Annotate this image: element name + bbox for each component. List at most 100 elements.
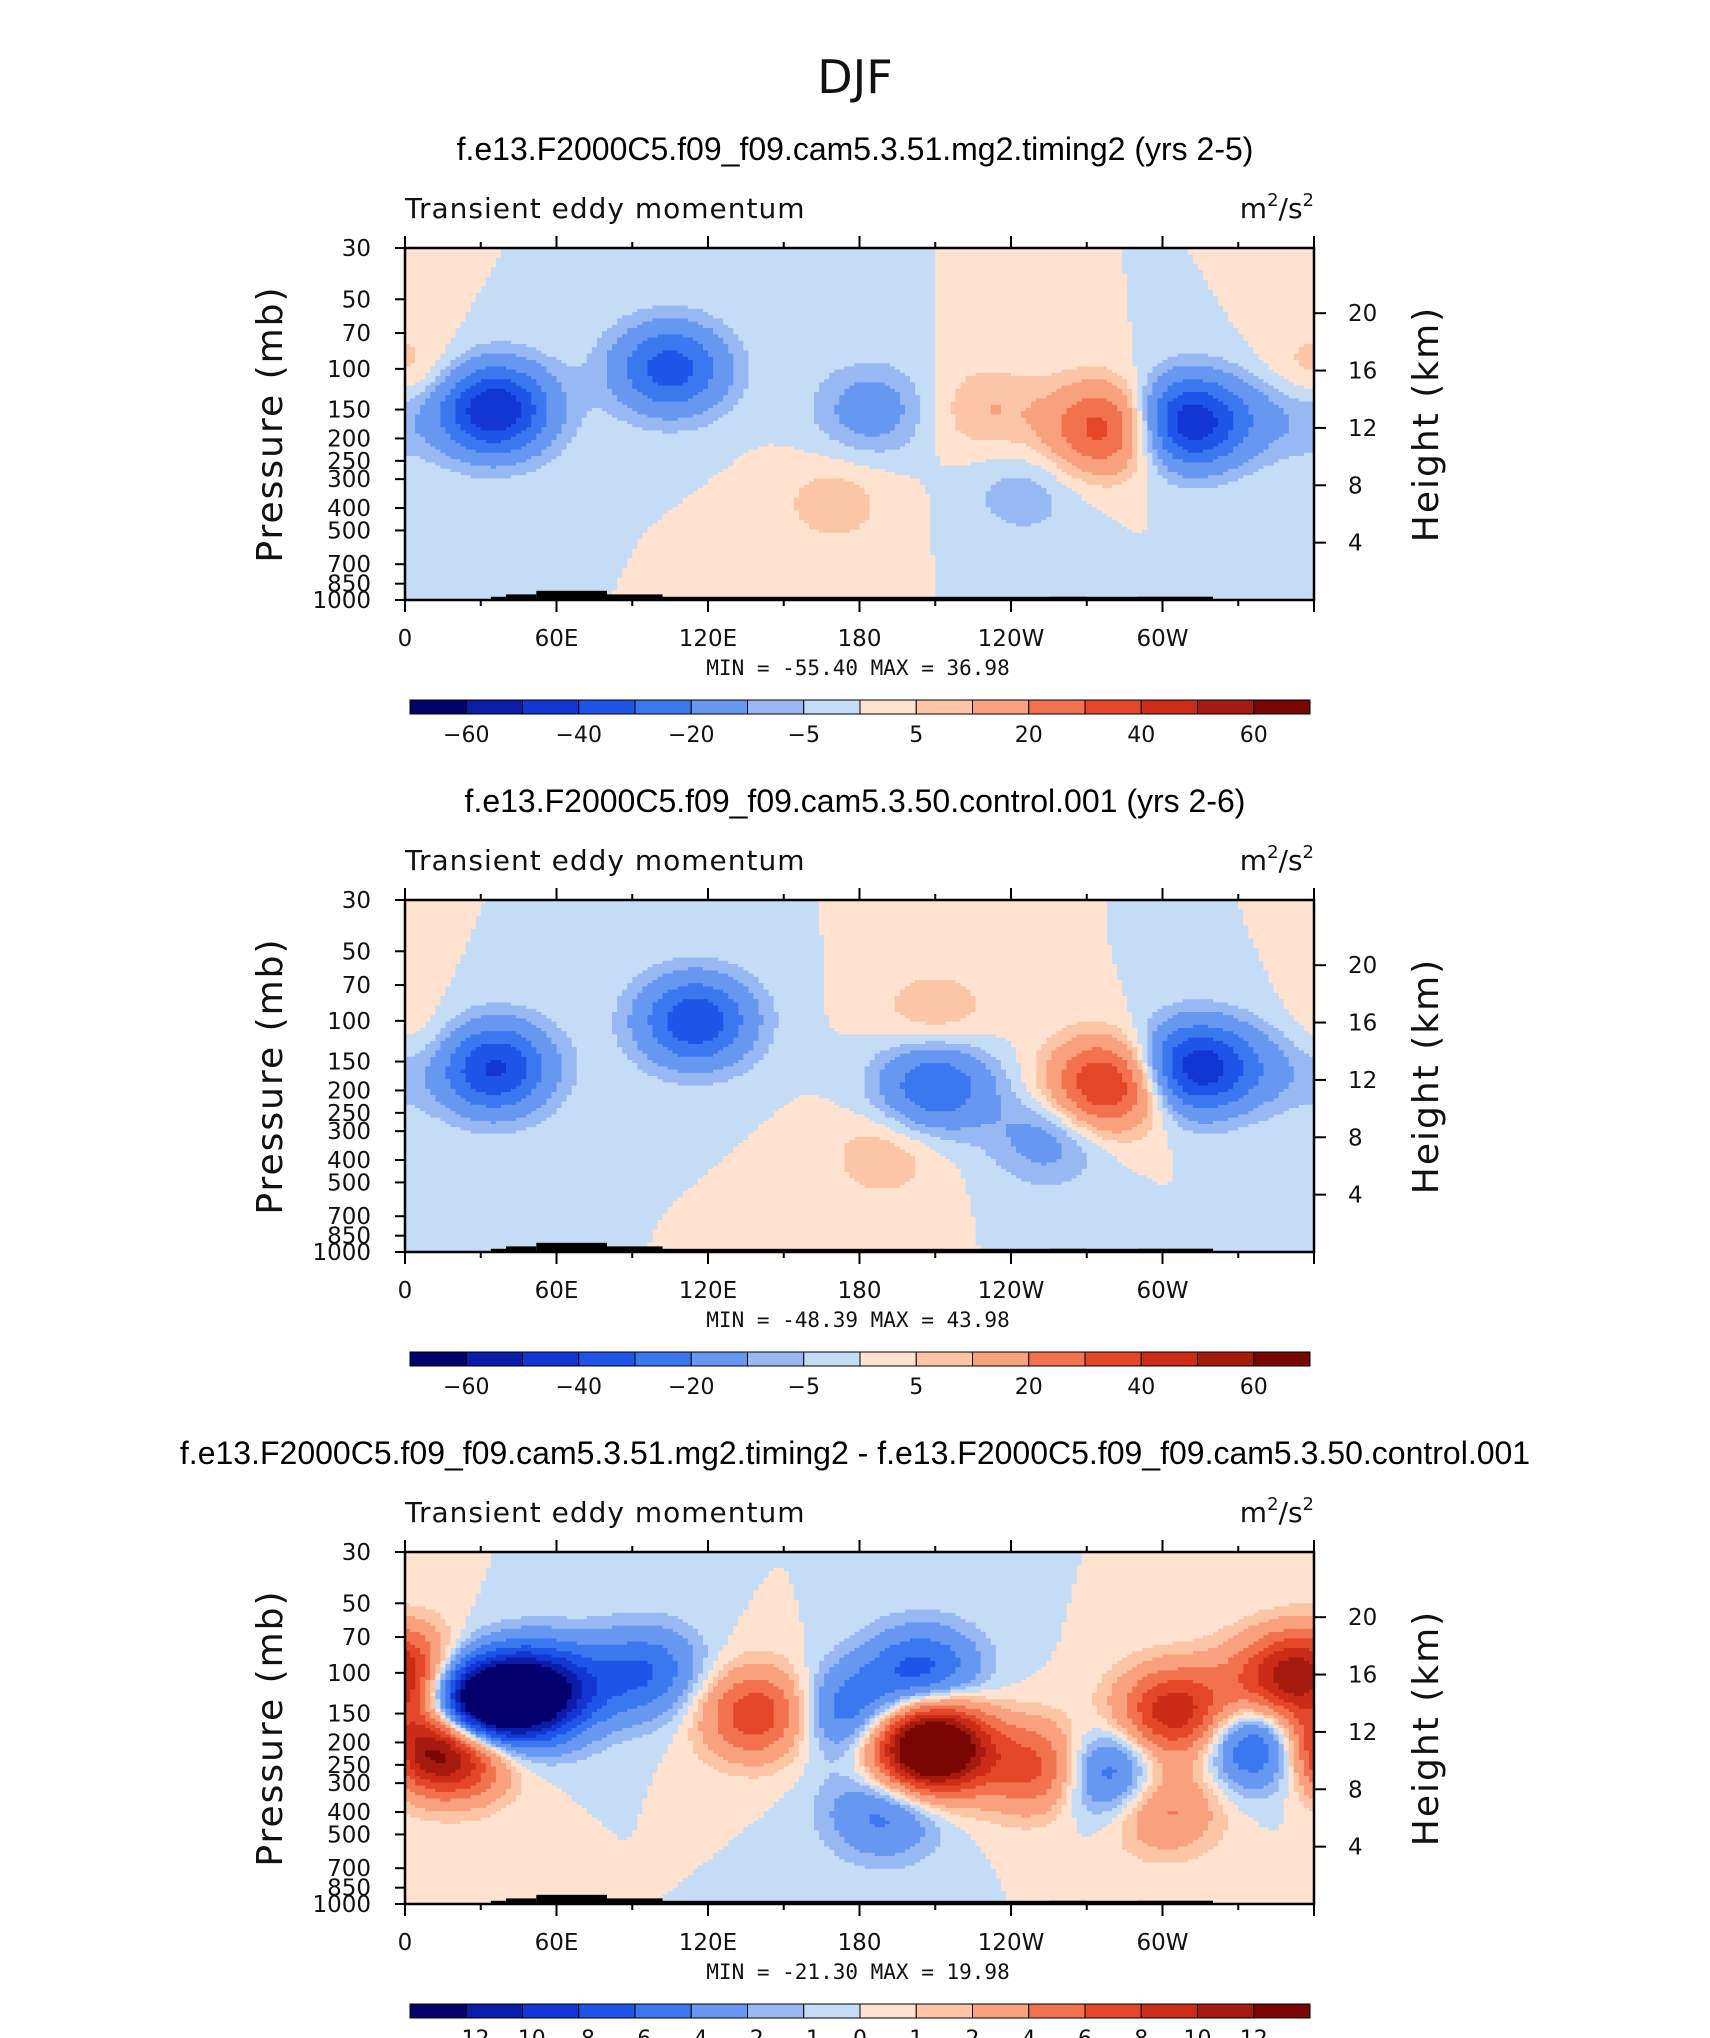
contour-cell: [692, 1657, 704, 1662]
contour-cell: [637, 539, 931, 543]
contour-cell: [405, 986, 446, 991]
contour-cell: [778, 1667, 795, 1671]
contour-cell: [1293, 1066, 1314, 1071]
contour-cell: [1283, 376, 1314, 380]
contour-cell: [652, 1699, 679, 1703]
contour-cell: [460, 1686, 467, 1691]
contour-cell: [1071, 446, 1123, 451]
contour-cell: [1308, 1660, 1314, 1665]
contour-cell: [884, 382, 916, 387]
contour-cell: [420, 1680, 426, 1684]
contour-cell: [435, 1012, 462, 1016]
contour-cell: [1238, 1632, 1270, 1636]
contour-cell: [824, 1676, 850, 1681]
contour-cell: [1142, 1050, 1148, 1055]
contour-cell: [1228, 452, 1260, 457]
contour-cell: [1096, 1689, 1113, 1694]
contour-cell: [612, 1696, 659, 1700]
contour-cell: [995, 1715, 1042, 1719]
contour-cell: [435, 1609, 472, 1614]
contour-cell: [1278, 1092, 1314, 1096]
contour-cell: [1061, 1635, 1204, 1639]
height-tick-label: 12: [1348, 416, 1377, 442]
contour-cell: [1142, 1047, 1148, 1051]
contour-cell: [824, 996, 896, 1000]
contour-cell: [455, 1715, 462, 1719]
contour-cell: [405, 379, 421, 383]
contour-cell: [697, 1632, 734, 1636]
contour-cell: [940, 1136, 1012, 1141]
contour-cell: [697, 392, 729, 396]
contour-cell: [632, 1028, 654, 1032]
contour-cell: [1157, 401, 1169, 406]
contour-cell: [511, 424, 532, 428]
contour-cell: [728, 960, 825, 965]
contour-cell: [405, 520, 659, 524]
contour-cell: [1005, 1168, 1083, 1173]
contour-cell: [576, 1715, 593, 1719]
contour-cell: [1086, 433, 1108, 438]
contour-cell: [1283, 1705, 1300, 1710]
contour-cell: [405, 532, 643, 537]
contour-cell: [470, 356, 527, 361]
contour-cell: [819, 1721, 866, 1726]
contour-cell: [920, 1699, 941, 1703]
contour-cell: [889, 430, 916, 435]
contour-cell: [1233, 1050, 1254, 1055]
contour-cell: [1162, 1120, 1179, 1125]
contour-cell: [935, 337, 1133, 342]
contour-cell: [960, 1168, 1007, 1173]
contour-cell: [566, 395, 618, 399]
contour-cell: [1076, 1175, 1148, 1179]
contour-cell: [506, 1734, 537, 1739]
contour-cell: [506, 366, 547, 371]
contour-cell: [960, 983, 1123, 987]
contour-cell: [930, 1146, 982, 1151]
contour-cell: [930, 545, 1314, 550]
contour-cell: [596, 340, 618, 345]
contour-cell: [1218, 1664, 1244, 1668]
contour-cell: [879, 1082, 901, 1087]
contour-cell: [1283, 1053, 1310, 1058]
contour-cell: [1263, 1718, 1275, 1723]
contour-cell: [420, 1683, 426, 1687]
contour-cell: [405, 296, 477, 300]
contour-cell: [440, 1718, 446, 1723]
contour-cell: [1106, 513, 1148, 518]
contour-cell: [637, 1066, 669, 1071]
contour-cell: [601, 331, 628, 335]
contour-cell: [955, 1108, 1002, 1112]
contour-cell: [1076, 1130, 1093, 1135]
contour-cell: [1056, 1721, 1073, 1726]
contour-cell: [1142, 1712, 1153, 1716]
contour-cell: [1258, 951, 1314, 955]
contour-cell: [1162, 360, 1229, 364]
contour-cell: [450, 1638, 457, 1643]
contour-cell: [450, 388, 467, 393]
contour-cell: [647, 337, 694, 342]
contour-cell: [803, 1705, 810, 1710]
contour-cell: [869, 494, 931, 499]
contour-cell: [687, 983, 704, 987]
contour-cell: [1293, 1072, 1314, 1077]
contour-cell: [1152, 1098, 1159, 1103]
contour-cell: [1056, 478, 1083, 483]
contour-cell: [1127, 1705, 1138, 1710]
contour-cell: [1268, 395, 1290, 399]
contour-cell: [894, 1667, 931, 1671]
contour-cell: [450, 1079, 467, 1083]
contour-cell: [612, 1612, 669, 1617]
contour-cell: [1106, 379, 1128, 383]
contour-cell: [1026, 417, 1063, 422]
contour-cell: [864, 1072, 881, 1077]
contour-cell: [879, 1616, 962, 1620]
figure-title: DJF: [817, 50, 892, 104]
contour-cell: [455, 366, 487, 371]
contour-cell: [495, 1664, 542, 1668]
contour-cell: [1132, 1686, 1153, 1691]
contour-cell: [803, 1664, 820, 1668]
contour-cell: [869, 497, 931, 502]
colorbar-bin: [409, 1351, 467, 1367]
contour-cell: [1167, 1079, 1179, 1083]
contour-cell: [1137, 1702, 1153, 1707]
